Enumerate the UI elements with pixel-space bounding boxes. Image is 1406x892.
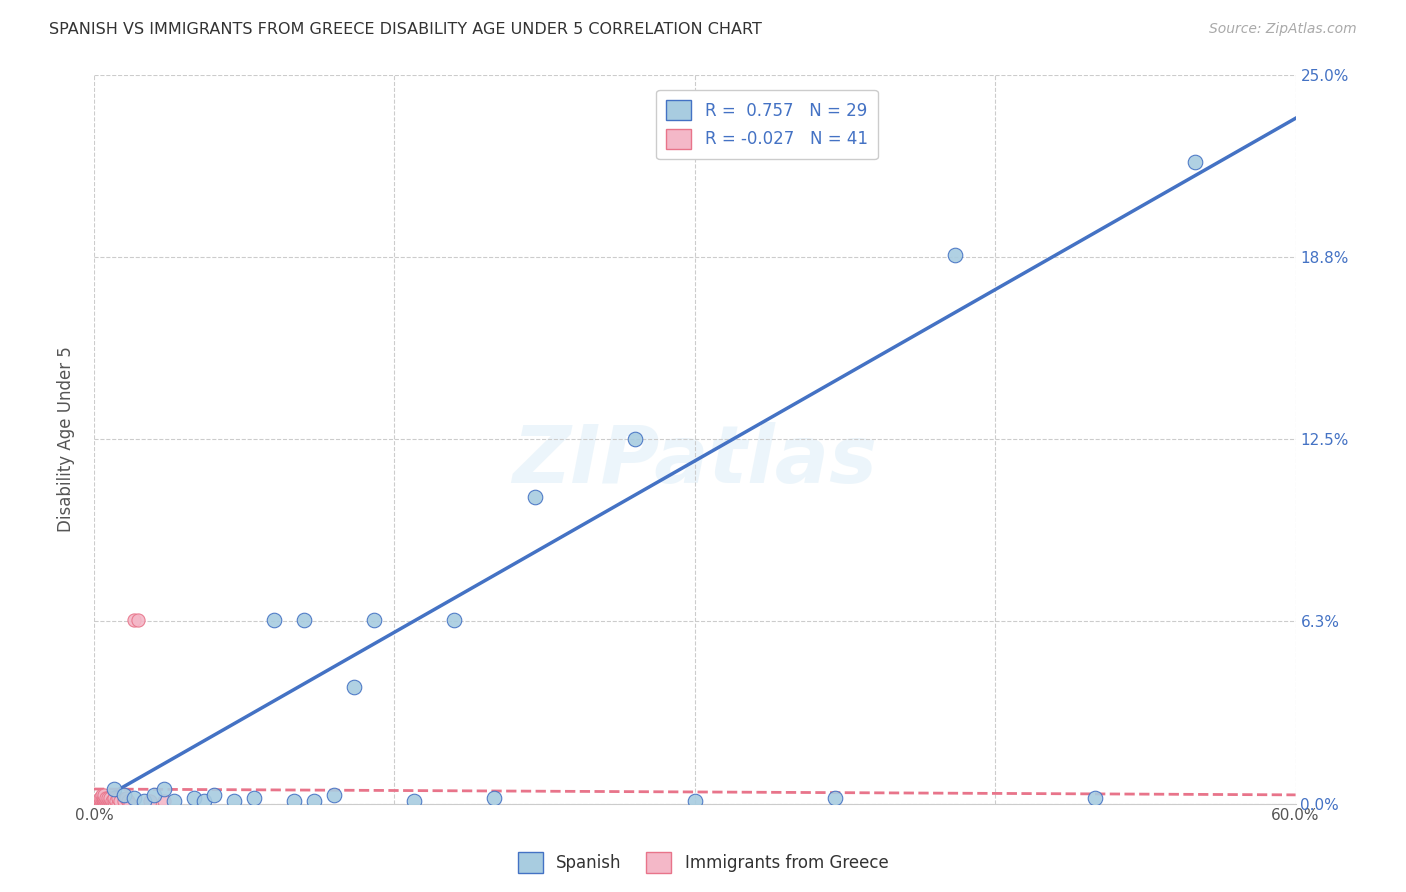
Legend: Spanish, Immigrants from Greece: Spanish, Immigrants from Greece bbox=[510, 846, 896, 880]
Point bbox=[143, 788, 166, 802]
Y-axis label: Disability Age Under 5: Disability Age Under 5 bbox=[58, 346, 75, 532]
Point bbox=[363, 613, 385, 627]
Point bbox=[107, 797, 129, 811]
Point bbox=[943, 248, 966, 262]
Point bbox=[163, 794, 186, 808]
Point bbox=[103, 794, 125, 808]
Text: SPANISH VS IMMIGRANTS FROM GREECE DISABILITY AGE UNDER 5 CORRELATION CHART: SPANISH VS IMMIGRANTS FROM GREECE DISABI… bbox=[49, 22, 762, 37]
Point bbox=[623, 432, 645, 446]
Point bbox=[153, 782, 176, 797]
Point bbox=[91, 797, 114, 811]
Text: ZIPatlas: ZIPatlas bbox=[512, 422, 877, 500]
Point bbox=[302, 794, 325, 808]
Point bbox=[484, 790, 506, 805]
Point bbox=[824, 790, 846, 805]
Point bbox=[122, 613, 145, 627]
Point bbox=[112, 794, 135, 808]
Point bbox=[127, 613, 149, 627]
Point bbox=[443, 613, 465, 627]
Point bbox=[343, 680, 366, 694]
Point bbox=[112, 788, 135, 802]
Point bbox=[292, 613, 315, 627]
Point bbox=[224, 794, 246, 808]
Point bbox=[93, 797, 115, 811]
Point bbox=[98, 790, 121, 805]
Point bbox=[683, 794, 706, 808]
Point bbox=[94, 790, 117, 805]
Point bbox=[103, 790, 125, 805]
Point bbox=[523, 491, 546, 505]
Point bbox=[93, 790, 115, 805]
Point bbox=[132, 794, 155, 808]
Point bbox=[93, 794, 115, 808]
Point bbox=[89, 790, 111, 805]
Point bbox=[117, 794, 139, 808]
Point bbox=[193, 794, 215, 808]
Point bbox=[323, 788, 346, 802]
Point bbox=[93, 788, 115, 802]
Point bbox=[243, 790, 266, 805]
Point bbox=[93, 794, 115, 808]
Point bbox=[1084, 790, 1107, 805]
Point bbox=[118, 797, 141, 811]
Point bbox=[98, 797, 121, 811]
Point bbox=[108, 794, 131, 808]
Text: Source: ZipAtlas.com: Source: ZipAtlas.com bbox=[1209, 22, 1357, 37]
Point bbox=[104, 794, 127, 808]
Point bbox=[89, 794, 111, 808]
Point bbox=[404, 794, 426, 808]
Point bbox=[202, 788, 225, 802]
Point bbox=[101, 794, 124, 808]
Point bbox=[97, 797, 120, 811]
Point bbox=[91, 788, 114, 802]
Point bbox=[183, 790, 205, 805]
Point bbox=[122, 790, 145, 805]
Point bbox=[93, 790, 115, 805]
Legend: R =  0.757   N = 29, R = -0.027   N = 41: R = 0.757 N = 29, R = -0.027 N = 41 bbox=[657, 90, 877, 159]
Point bbox=[89, 794, 111, 808]
Point bbox=[107, 790, 129, 805]
Point bbox=[98, 794, 121, 808]
Point bbox=[97, 790, 120, 805]
Point bbox=[153, 794, 176, 808]
Point bbox=[103, 797, 125, 811]
Point bbox=[103, 782, 125, 797]
Point bbox=[94, 797, 117, 811]
Point bbox=[93, 797, 115, 811]
Point bbox=[1184, 155, 1206, 169]
Point bbox=[89, 797, 111, 811]
Point bbox=[115, 790, 138, 805]
Point bbox=[101, 797, 124, 811]
Point bbox=[91, 790, 114, 805]
Point bbox=[139, 794, 162, 808]
Point bbox=[263, 613, 285, 627]
Point bbox=[283, 794, 305, 808]
Point bbox=[94, 794, 117, 808]
Point bbox=[91, 794, 114, 808]
Point bbox=[97, 794, 120, 808]
